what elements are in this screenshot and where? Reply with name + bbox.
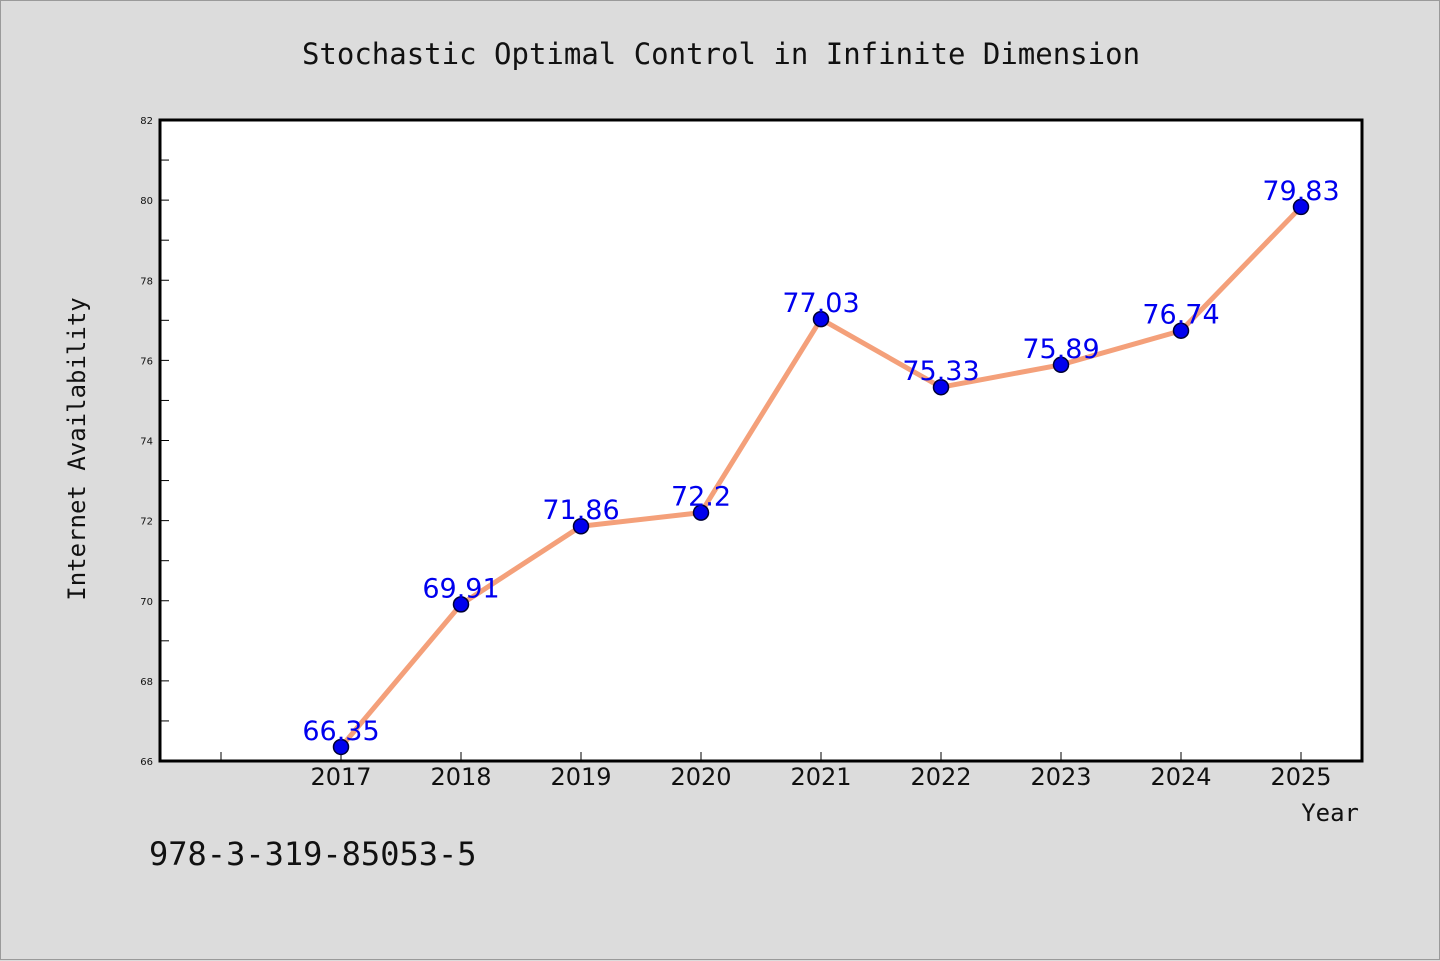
y-tick-label: 76 bbox=[140, 356, 153, 367]
data-point-marker bbox=[1292, 198, 1310, 216]
data-label: 71.86 bbox=[542, 495, 619, 526]
y-tick-label: 82 bbox=[140, 116, 153, 127]
data-point-marker bbox=[452, 596, 470, 613]
y-tick-label: 78 bbox=[140, 276, 153, 287]
data-labels: 66.35 69.91 71.86 72.2 77.03 75.33 75.89 76.74 7… bbox=[302, 176, 1339, 747]
plot-area bbox=[160, 120, 1362, 761]
x-axis: 2017 2018 2019 2020 2021 2022 2023 2024 2025 bbox=[220, 752, 1332, 791]
y-tick-label: 80 bbox=[140, 196, 153, 207]
x-tick-label: 2017 bbox=[310, 763, 371, 791]
x-tick-label: 2025 bbox=[1270, 763, 1331, 791]
data-point-marker bbox=[812, 310, 830, 328]
data-label: 75.33 bbox=[902, 356, 979, 387]
y-tick-label: 74 bbox=[140, 437, 153, 448]
y-tick-label: 68 bbox=[140, 677, 153, 688]
x-tick-label: 2023 bbox=[1030, 763, 1091, 791]
y-tick-label: 70 bbox=[140, 597, 153, 608]
y-tick-label: 72 bbox=[140, 517, 153, 528]
data-label: 77.03 bbox=[782, 288, 859, 319]
data-label: 79.83 bbox=[1262, 176, 1339, 207]
x-tick-label: 2021 bbox=[790, 763, 851, 791]
x-tick-label: 2024 bbox=[1150, 763, 1211, 791]
x-tick-label: 2018 bbox=[430, 763, 491, 791]
data-point-marker bbox=[932, 378, 950, 396]
y-axis: 66 68 70 72 74 76 78 80 82 bbox=[140, 116, 169, 768]
data-point-marker bbox=[572, 517, 590, 535]
data-label: 75.89 bbox=[1022, 334, 1099, 365]
x-tick-label: 2022 bbox=[910, 763, 971, 791]
x-axis-label: Year bbox=[1301, 799, 1359, 827]
data-point-marker bbox=[332, 738, 350, 756]
data-point-marker bbox=[1172, 322, 1190, 339]
data-label: 69.91 bbox=[422, 573, 499, 604]
isbn-text: 978-3-319-85053-5 bbox=[149, 835, 477, 873]
data-label: 66.35 bbox=[302, 716, 379, 747]
chart-title: Stochastic Optimal Control in Infinite D… bbox=[302, 37, 1140, 71]
plot-border bbox=[158, 118, 1364, 763]
series-markers bbox=[332, 198, 1310, 756]
x-tick-label: 2019 bbox=[550, 763, 611, 791]
x-tick-label: 2020 bbox=[670, 763, 731, 791]
y-axis-label: Internet Availability bbox=[63, 297, 91, 600]
data-point-marker bbox=[692, 504, 710, 521]
data-label: 76.74 bbox=[1142, 300, 1219, 331]
data-label: 72.2 bbox=[671, 482, 731, 513]
data-point-marker bbox=[1052, 356, 1070, 374]
y-tick-label: 66 bbox=[140, 757, 153, 768]
